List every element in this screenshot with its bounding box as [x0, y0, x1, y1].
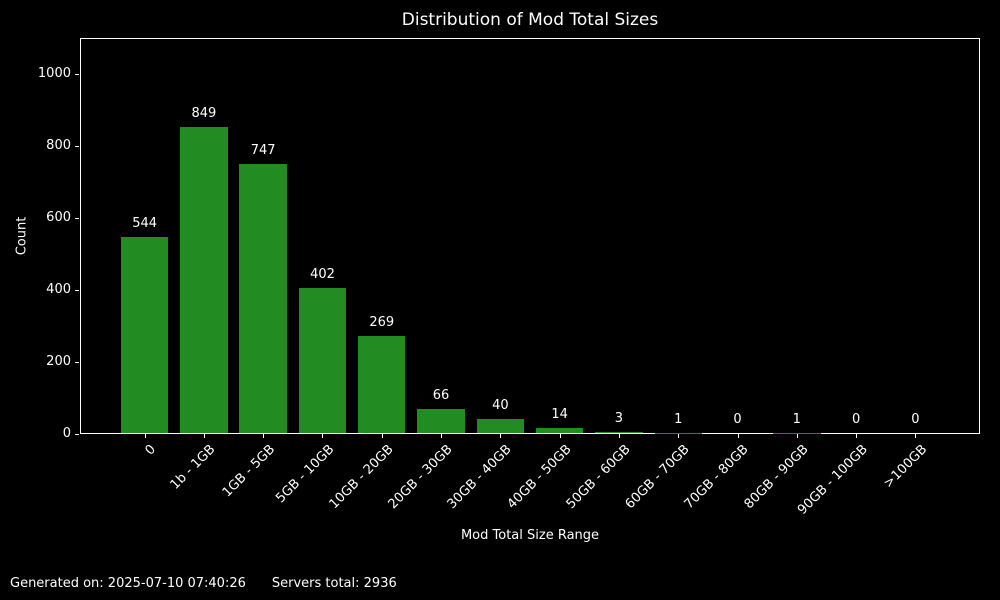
footer: Generated on: 2025-07-10 07:40:26 Server… [10, 576, 397, 591]
x-tick-12 [856, 434, 858, 438]
bar-value-label-7: 14 [551, 406, 568, 422]
bar-2 [239, 164, 287, 433]
x-tick-8 [618, 434, 620, 438]
x-tick-5 [441, 434, 443, 438]
bar-value-label-12: 0 [851, 412, 861, 427]
x-tick-13 [915, 434, 917, 438]
bar-value-label-6: 40 [492, 397, 509, 413]
y-tick-5 [75, 74, 79, 75]
x-tick-3 [322, 434, 324, 438]
x-tick-label-3: 5GB - 10GB [272, 442, 338, 507]
bar-value-label-5: 66 [432, 388, 450, 404]
x-tick-9 [678, 434, 680, 438]
bar-3 [298, 288, 347, 433]
x-tick-0 [144, 434, 146, 438]
bar-0 [120, 237, 169, 433]
x-tick-label-13: >100GB [880, 442, 930, 492]
x-tick-label-2: 1GB - 5GB [219, 442, 278, 501]
bar-value-label-10: 0 [733, 412, 742, 427]
bar-value-label-3: 402 [310, 267, 335, 283]
plot-area [80, 38, 980, 434]
x-tick-7 [559, 434, 561, 438]
bar-value-label-1: 849 [191, 106, 217, 122]
y-tick-label-2: 400 [46, 282, 71, 297]
bar-7 [535, 427, 584, 433]
x-tick-2 [263, 434, 265, 438]
x-tick-4 [381, 434, 383, 438]
y-tick-2 [75, 290, 79, 291]
bar-4 [358, 336, 406, 433]
y-tick-label-5: 1000 [37, 66, 71, 81]
y-tick-1 [75, 362, 79, 363]
x-tick-label-1: 1b - 1GB [167, 442, 219, 493]
y-tick-0 [75, 434, 79, 435]
bar-value-label-8: 3 [614, 410, 624, 426]
bar-5 [417, 409, 465, 433]
x-axis-label: Mod Total Size Range [460, 528, 600, 543]
bar-8 [595, 431, 643, 433]
chart-title: Distribution of Mod Total Sizes [401, 10, 659, 30]
bar-6 [476, 418, 525, 433]
footer-generated-timestamp: Generated on: 2025-07-10 07:40:26 [10, 576, 246, 591]
y-tick-4 [75, 146, 79, 147]
footer-servers-total: Servers total: 2936 [271, 576, 397, 591]
x-tick-1 [203, 434, 205, 438]
bar-value-label-0: 544 [132, 216, 158, 232]
y-tick-label-1: 200 [46, 354, 71, 369]
y-tick-label-0: 0 [62, 426, 71, 441]
x-tick-10 [737, 434, 739, 438]
bar-value-label-13: 0 [911, 412, 920, 427]
x-tick-11 [796, 434, 798, 438]
x-tick-label-0: 0 [142, 442, 160, 459]
bar-value-label-4: 269 [369, 315, 395, 331]
y-tick-label-4: 800 [46, 138, 71, 153]
x-tick-6 [500, 434, 502, 438]
y-tick-label-3: 600 [46, 210, 71, 225]
y-tick-3 [75, 218, 79, 219]
bar-1 [180, 127, 228, 433]
bar-value-label-9: 1 [674, 411, 683, 427]
bar-value-label-2: 747 [250, 143, 276, 159]
bar-value-label-11: 1 [792, 411, 801, 427]
